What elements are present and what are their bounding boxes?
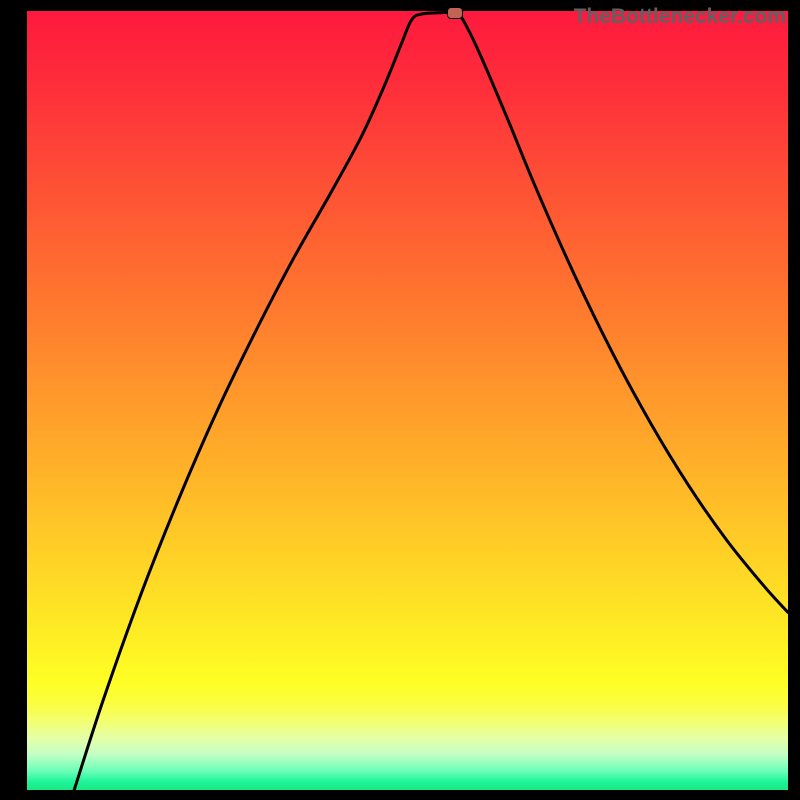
bottleneck-curve <box>27 11 788 790</box>
chart-stage: TheBottlenecker.com <box>0 0 800 800</box>
curve-path <box>74 12 788 790</box>
optimum-marker <box>447 7 463 19</box>
plot-area <box>27 11 788 790</box>
watermark-text: TheBottlenecker.com <box>574 5 786 29</box>
